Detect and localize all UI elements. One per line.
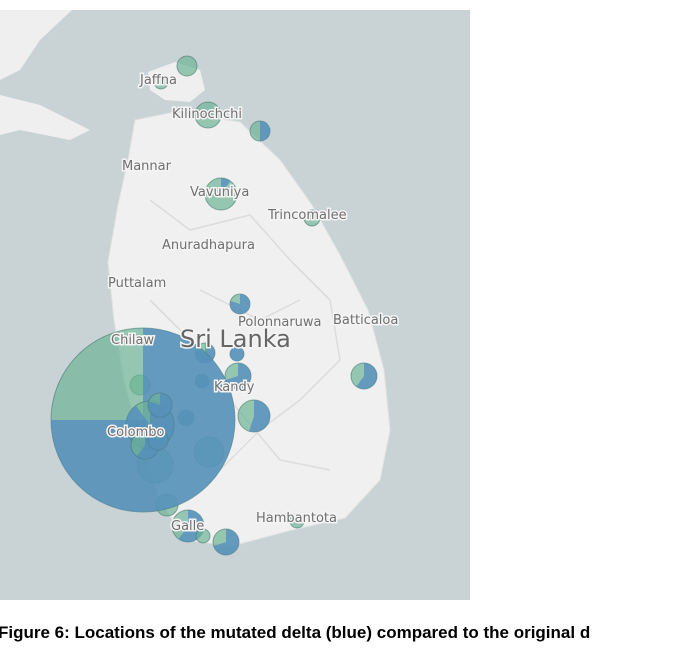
- place-label: Colombo: [107, 425, 165, 440]
- mainland-spit: [0, 95, 90, 140]
- place-label: Trincomalee: [267, 208, 347, 223]
- marker: [153, 74, 169, 90]
- caption: Figure 6: Locations of the mutated delta…: [0, 623, 590, 642]
- place-label: Anuradhapura: [162, 238, 255, 253]
- map: Jaffna Kilinochchi Mannar Vavuniya Trincomal…: [0, 10, 470, 600]
- marker-share: [230, 294, 250, 314]
- place-label: Vavuniya: [190, 185, 249, 200]
- country-label: Sri Lanka: [180, 325, 291, 353]
- marker-share: [356, 363, 378, 389]
- marker-share: [148, 430, 168, 450]
- india-coast: [0, 10, 72, 80]
- place-label: Mannar: [122, 159, 172, 174]
- marker: [303, 209, 321, 227]
- marker-share: [249, 400, 270, 432]
- marker-share: [260, 121, 270, 141]
- marker-share: [148, 393, 173, 417]
- marker: [195, 528, 211, 544]
- place-label: Puttalam: [108, 276, 166, 291]
- place-label: Jaffna: [139, 73, 177, 88]
- place-labels: Jaffna Kilinochchi Mannar Vavuniya Trincomal…: [106, 72, 400, 536]
- place-label: Batticaloa: [333, 313, 398, 328]
- marker: [289, 513, 305, 529]
- place-label: Hambantota: [256, 511, 337, 526]
- marker-share: [230, 347, 244, 361]
- marker: [176, 55, 198, 77]
- place-label: Kilinochchi: [172, 107, 242, 122]
- marker: [194, 101, 222, 129]
- marker-share: [221, 178, 231, 194]
- marker-share: [213, 529, 240, 556]
- place-label: Polonnaruwa: [238, 315, 322, 330]
- markers: [50, 55, 378, 556]
- marker-share: [225, 363, 252, 390]
- place-label: Galle: [171, 519, 204, 534]
- place-label: Chilaw: [111, 333, 155, 348]
- place-label: Kandy: [214, 380, 255, 395]
